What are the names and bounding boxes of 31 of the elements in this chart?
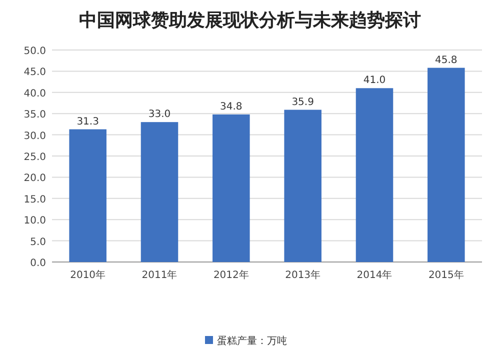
- x-tick-label: 2012年: [213, 269, 249, 281]
- x-tick-label: 2014年: [356, 269, 392, 281]
- text: 34.8: [220, 101, 242, 112]
- bar: [428, 68, 465, 262]
- y-tick-label: 10.0: [24, 216, 46, 227]
- chart-title: 中国网球赞助发展现状分析与未来趋势探讨: [79, 10, 421, 31]
- x-tick-label: 2010年: [70, 269, 106, 281]
- y-tick-label: 50.0: [24, 46, 46, 57]
- y-tick-label: 20.0: [24, 173, 46, 184]
- bar: [140, 122, 178, 262]
- y-tick-label: 0.0: [30, 258, 46, 269]
- y-tick-label: 25.0: [24, 152, 46, 163]
- x-tick-label: 2013年: [285, 269, 321, 281]
- y-tick-label: 35.0: [24, 110, 46, 121]
- text: 41.0: [363, 75, 386, 86]
- y-tick-label: 30.0: [24, 130, 46, 142]
- text: 33.0: [148, 109, 171, 120]
- x-tick-label: 2015年: [428, 269, 464, 281]
- bar: [356, 88, 394, 262]
- y-tick-label: 40.0: [24, 88, 46, 100]
- bar: [212, 114, 250, 262]
- legend-label: 蛋糕产量：万吨: [217, 335, 287, 347]
- y-tick-label: 45.0: [24, 67, 46, 78]
- bar: [69, 129, 106, 262]
- text: 35.9: [292, 96, 314, 108]
- text: 45.8: [435, 54, 458, 66]
- bar: [284, 110, 322, 262]
- x-tick-label: 2011年: [142, 269, 178, 281]
- text: 31.3: [76, 116, 99, 128]
- y-tick-label: 5.0: [30, 236, 46, 248]
- y-tick-label: 15.0: [24, 194, 46, 206]
